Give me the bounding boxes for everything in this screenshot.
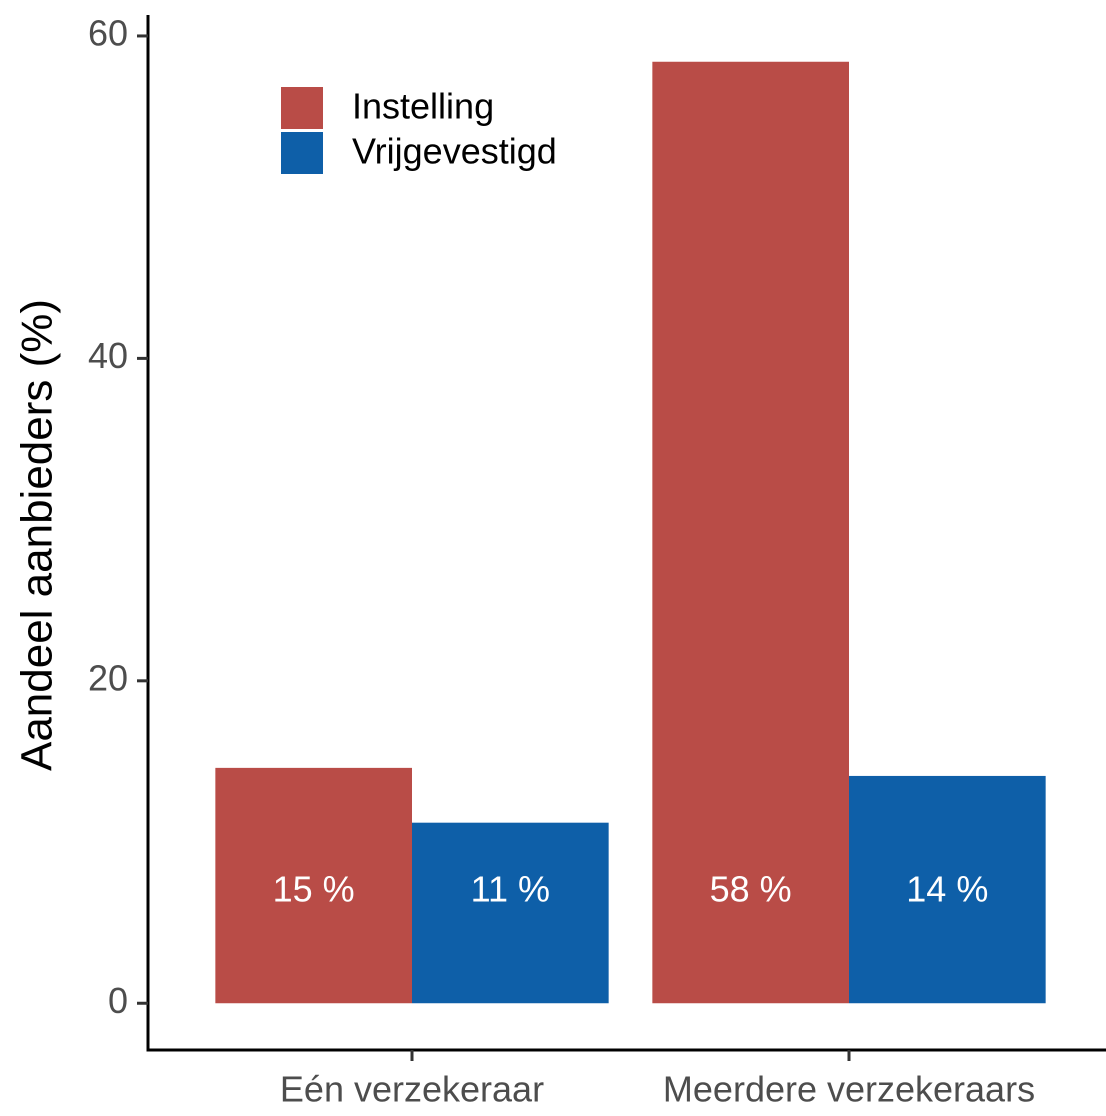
- x-tick-label: Meerdere verzekeraars: [663, 1069, 1035, 1110]
- bar: [849, 775, 1046, 1004]
- legend-swatch: [281, 87, 323, 129]
- data-label: 11 %: [471, 869, 550, 910]
- bar: [412, 822, 609, 1004]
- legend-label: Instelling: [352, 86, 494, 127]
- data-label: 15 %: [273, 869, 355, 910]
- y-tick-label: 20: [88, 657, 128, 698]
- y-tick-label: 0: [108, 980, 128, 1021]
- data-label: 14 %: [906, 869, 988, 910]
- bar: [652, 61, 849, 1004]
- legend-label: Vrijgevestigd: [352, 131, 557, 172]
- y-axis-title: Aandeel aanbieders (%): [13, 299, 62, 771]
- x-tick-label: Eén verzekeraar: [280, 1069, 544, 1110]
- y-tick-label: 40: [88, 335, 128, 376]
- data-label: 58 %: [710, 869, 792, 910]
- legend-swatch: [281, 132, 323, 174]
- y-tick-label: 60: [88, 12, 128, 53]
- bar: [215, 767, 412, 1004]
